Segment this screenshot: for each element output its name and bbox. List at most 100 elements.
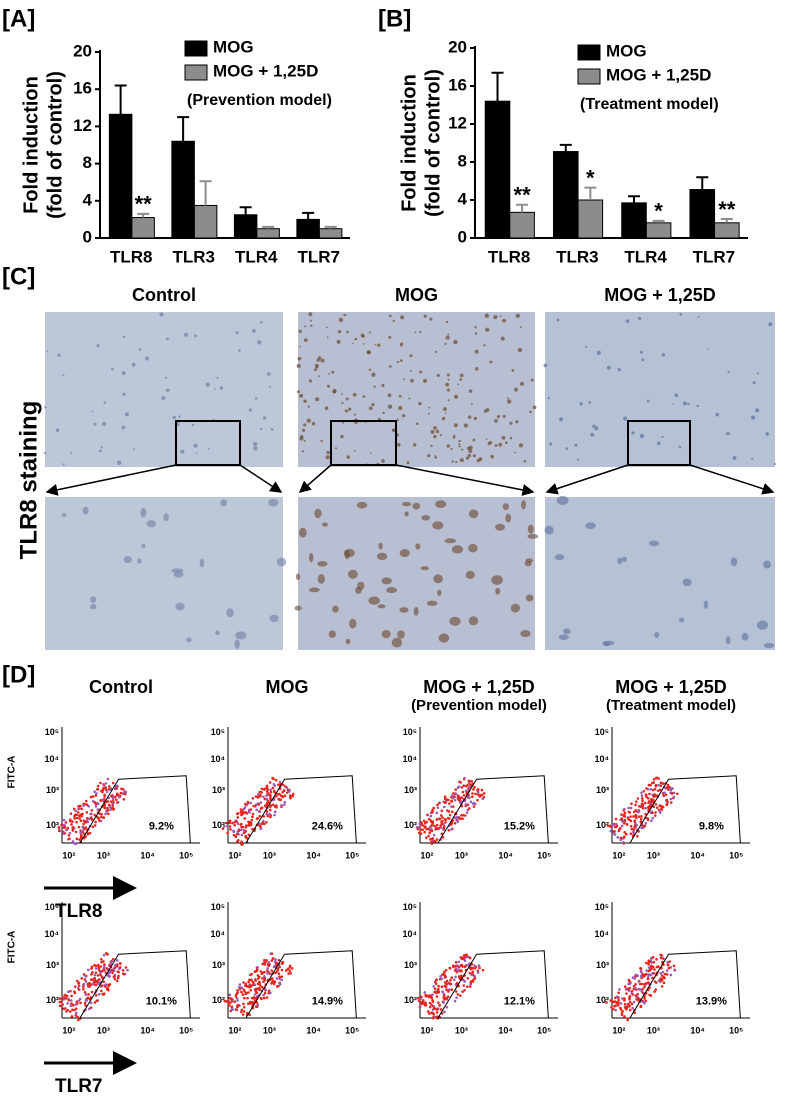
cell (299, 527, 307, 538)
event-dot (250, 978, 253, 982)
event-dot (428, 1001, 432, 1005)
x-tick-label: 10⁵ (179, 1025, 193, 1035)
event-dot (68, 837, 71, 841)
event-dot (278, 965, 281, 969)
event-dot (623, 835, 626, 839)
x-tick-label: 10⁴ (306, 850, 320, 860)
event-dot (648, 792, 651, 796)
cell (186, 637, 192, 643)
cell (472, 454, 477, 458)
cell (474, 326, 477, 329)
cell (368, 368, 372, 372)
column-title: MOG + 1,25D (604, 285, 716, 305)
event-dot (253, 988, 257, 992)
event-dot (63, 994, 66, 997)
legend-label: MOG + 1,25D (606, 65, 711, 84)
event-dot (80, 807, 83, 811)
event-dot (116, 976, 120, 980)
event-dot (240, 1008, 244, 1012)
event-dot (107, 984, 111, 988)
event-dot (634, 822, 637, 825)
event-dot (76, 1015, 79, 1019)
event-dot (251, 796, 255, 800)
event-dot (126, 968, 129, 972)
event-dot (468, 807, 471, 810)
event-dot (274, 794, 278, 798)
event-dot (640, 976, 643, 980)
cell (368, 331, 371, 334)
cell (415, 543, 421, 550)
event-dot (237, 986, 241, 989)
bar (645, 222, 672, 239)
event-dot (427, 817, 431, 821)
cell (490, 454, 494, 459)
event-dot (236, 816, 240, 819)
event-dot (449, 823, 453, 826)
event-dot (634, 800, 638, 803)
event-dot (82, 822, 85, 826)
event-dot (99, 971, 102, 975)
event-dot (632, 815, 635, 818)
event-dot (461, 990, 464, 993)
event-dot (109, 800, 113, 803)
y-axis-label: (fold of control) (422, 69, 444, 217)
x-tick-label: 10³ (647, 1025, 660, 1035)
cell (371, 403, 375, 407)
event-dot (468, 971, 472, 975)
event-dot (246, 996, 249, 1000)
event-dot (105, 790, 109, 794)
event-dot (644, 961, 648, 965)
cell (248, 408, 253, 412)
cell (122, 335, 126, 339)
event-dot (100, 961, 103, 964)
event-dot (116, 970, 120, 973)
event-dot (461, 965, 464, 968)
cell (412, 443, 417, 447)
cell (726, 431, 730, 436)
event-dot (440, 820, 443, 824)
event-dot (440, 977, 443, 980)
cell (606, 365, 611, 370)
cell (324, 406, 329, 411)
event-dot (628, 1008, 632, 1012)
cell (648, 540, 660, 547)
event-dot (615, 1001, 619, 1005)
cell (435, 500, 447, 508)
event-dot (101, 976, 104, 979)
event-dot (659, 971, 663, 975)
event-dot (654, 783, 658, 787)
event-dot (105, 983, 108, 986)
event-dot (257, 792, 260, 796)
event-dot (269, 790, 273, 794)
cell (444, 412, 447, 414)
cell (426, 600, 438, 606)
cell (518, 443, 524, 448)
event-dot (661, 782, 664, 785)
event-dot (72, 1003, 75, 1007)
cell (455, 460, 458, 464)
event-dot (77, 804, 80, 808)
event-dot (235, 996, 239, 1000)
event-dot (230, 1005, 234, 1009)
event-dot (74, 1014, 78, 1017)
event-dot (459, 781, 462, 784)
event-dot (115, 784, 119, 788)
event-dot (228, 993, 232, 997)
bar (509, 211, 535, 239)
event-dot (84, 975, 87, 978)
event-dot (640, 826, 643, 830)
cell (362, 395, 366, 398)
event-dot (245, 812, 249, 815)
event-dot (623, 811, 627, 815)
event-dot (241, 1013, 245, 1016)
event-dot (278, 975, 281, 979)
event-dot (239, 808, 243, 811)
cell (70, 451, 73, 454)
event-dot (109, 808, 112, 812)
y-tick-label: 10⁵ (403, 902, 417, 912)
event-dot (67, 834, 71, 837)
cell (465, 456, 469, 460)
micrograph-zoom (298, 497, 535, 650)
event-dot (654, 988, 658, 991)
event-dot (67, 990, 70, 994)
